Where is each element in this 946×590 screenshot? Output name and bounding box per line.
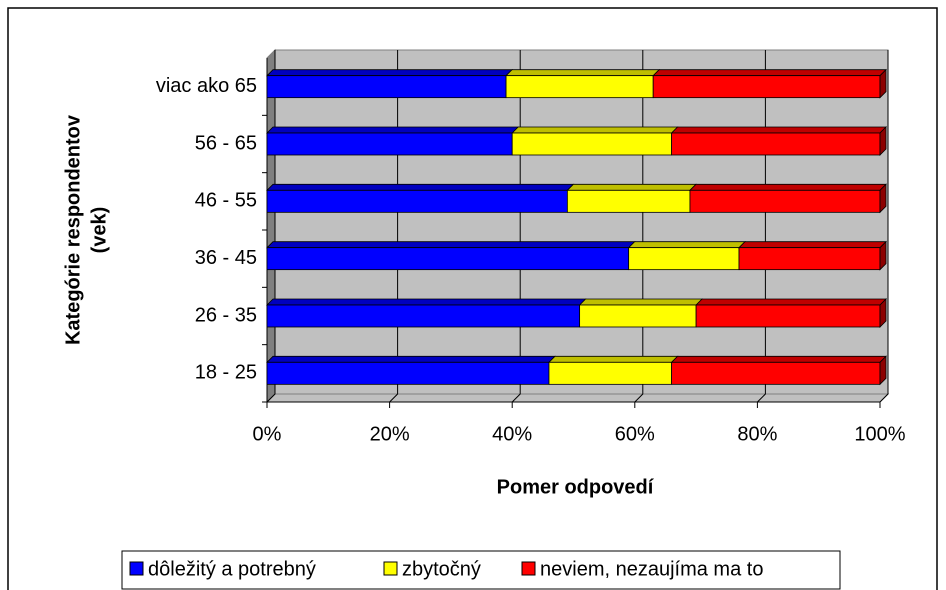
side-wall: [266, 48, 276, 404]
legend-label: neviem, nezaujíma ma to: [540, 558, 763, 580]
bar-top: [652, 69, 887, 77]
legend-swatch: [129, 561, 144, 576]
y-axis-title: Kategórie respondentov: [62, 114, 84, 345]
bar: [566, 189, 691, 213]
y-tick-label: 26 - 35: [195, 304, 257, 326]
bar: [266, 304, 581, 328]
bar: [266, 75, 507, 99]
bar-top: [738, 241, 887, 249]
legend-label: dôležitý a potrebný: [148, 558, 316, 580]
bar: [652, 75, 881, 99]
bar: [266, 189, 568, 213]
grid-line: [266, 50, 276, 403]
x-axis-title: Pomer odpovedí: [497, 476, 655, 498]
grid-line: [511, 50, 521, 403]
bar-side: [879, 183, 887, 214]
y-tick-label: 46 - 55: [195, 190, 257, 212]
bar-top: [670, 126, 887, 134]
bar-top: [505, 69, 661, 77]
x-tick-label: 0%: [253, 423, 282, 445]
bar-top: [266, 126, 520, 134]
x-tick-label: 100%: [854, 423, 905, 445]
bar-side: [879, 126, 887, 156]
bar: [695, 304, 881, 328]
bar-top: [266, 355, 556, 363]
bar-side: [879, 68, 887, 99]
bar-top: [578, 298, 704, 306]
y-tick-label: 36 - 45: [195, 247, 257, 269]
bar-top: [670, 355, 887, 363]
y-tick-label: viac ako 65: [156, 75, 257, 97]
bar-top: [511, 126, 679, 134]
legend-swatch: [521, 561, 536, 576]
grid-line: [389, 50, 399, 403]
bar-top: [266, 241, 636, 249]
bar-top: [548, 355, 679, 363]
bar-top: [266, 298, 587, 306]
bar: [548, 361, 672, 385]
bar: [628, 247, 740, 271]
bar: [671, 132, 881, 156]
bar-top: [695, 298, 887, 306]
legend-box: [121, 550, 841, 590]
x-tick-label: 20%: [370, 423, 410, 445]
bar-side: [879, 240, 887, 271]
grid-line: [634, 50, 644, 403]
bar: [671, 361, 881, 385]
x-tick-label: 40%: [492, 423, 532, 445]
legend-label: zbytočný: [402, 558, 481, 580]
grid-line: [757, 50, 766, 403]
grid-line: [879, 50, 889, 403]
bar: [505, 75, 654, 99]
bar: [511, 132, 672, 156]
bar-top: [266, 183, 575, 191]
bar-top: [266, 69, 514, 77]
bar: [738, 247, 881, 271]
bar: [579, 304, 697, 328]
bar: [689, 189, 881, 213]
y-tick-label: 56 - 65: [195, 132, 257, 154]
bar: [266, 361, 550, 385]
bar-top: [566, 183, 697, 191]
legend-swatch: [383, 561, 398, 576]
bar-top: [627, 241, 746, 249]
bar: [266, 132, 513, 156]
x-tick-label: 60%: [615, 423, 655, 445]
bar: [266, 247, 630, 271]
x-tick-label: 80%: [737, 423, 777, 445]
y-tick-label: 18 - 25: [195, 362, 257, 384]
floor: [265, 393, 890, 403]
back-wall: [274, 49, 889, 395]
y-axis-title: (vek): [88, 207, 110, 254]
bar-side: [879, 298, 887, 328]
bar-top: [689, 183, 887, 191]
bar-side: [879, 355, 887, 386]
